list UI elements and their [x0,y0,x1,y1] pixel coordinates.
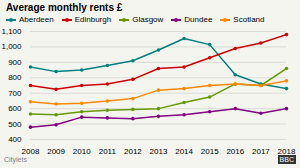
html-text:Dundee: Dundee [184,15,213,24]
svg-text:2016: 2016 [226,147,244,155]
svg-text:2017: 2017 [252,147,270,155]
svg-text:2009: 2009 [47,147,65,155]
html-text:Edinburgh: Edinburgh [74,15,112,24]
svg-text:2012: 2012 [124,147,142,155]
svg-text:400: 400 [8,135,22,144]
svg-text:1,100: 1,100 [1,27,22,36]
svg-text:2014: 2014 [175,147,193,155]
svg-text:2011: 2011 [99,147,117,155]
svg-text:2015: 2015 [201,147,219,155]
html-text:Average monthly rents £: Average monthly rents £ [6,2,123,13]
svg-text:2013: 2013 [150,147,168,155]
svg-text:2018: 2018 [278,147,296,155]
svg-text:800: 800 [8,73,22,82]
svg-text:2008: 2008 [22,147,40,155]
html-text:Scotland: Scotland [233,15,265,24]
html-text:Aberdeen: Aberdeen [19,15,54,24]
svg-text:600: 600 [8,104,22,113]
html-text:Citylets: Citylets [4,156,27,163]
svg-text:700: 700 [8,89,22,98]
html-text:Glasgow: Glasgow [132,15,164,24]
svg-text:2010: 2010 [73,147,91,155]
svg-text:500: 500 [8,120,22,129]
html-text:BBC: BBC [279,156,294,163]
svg-text:1,000: 1,000 [1,42,22,51]
svg-text:900: 900 [8,58,22,67]
